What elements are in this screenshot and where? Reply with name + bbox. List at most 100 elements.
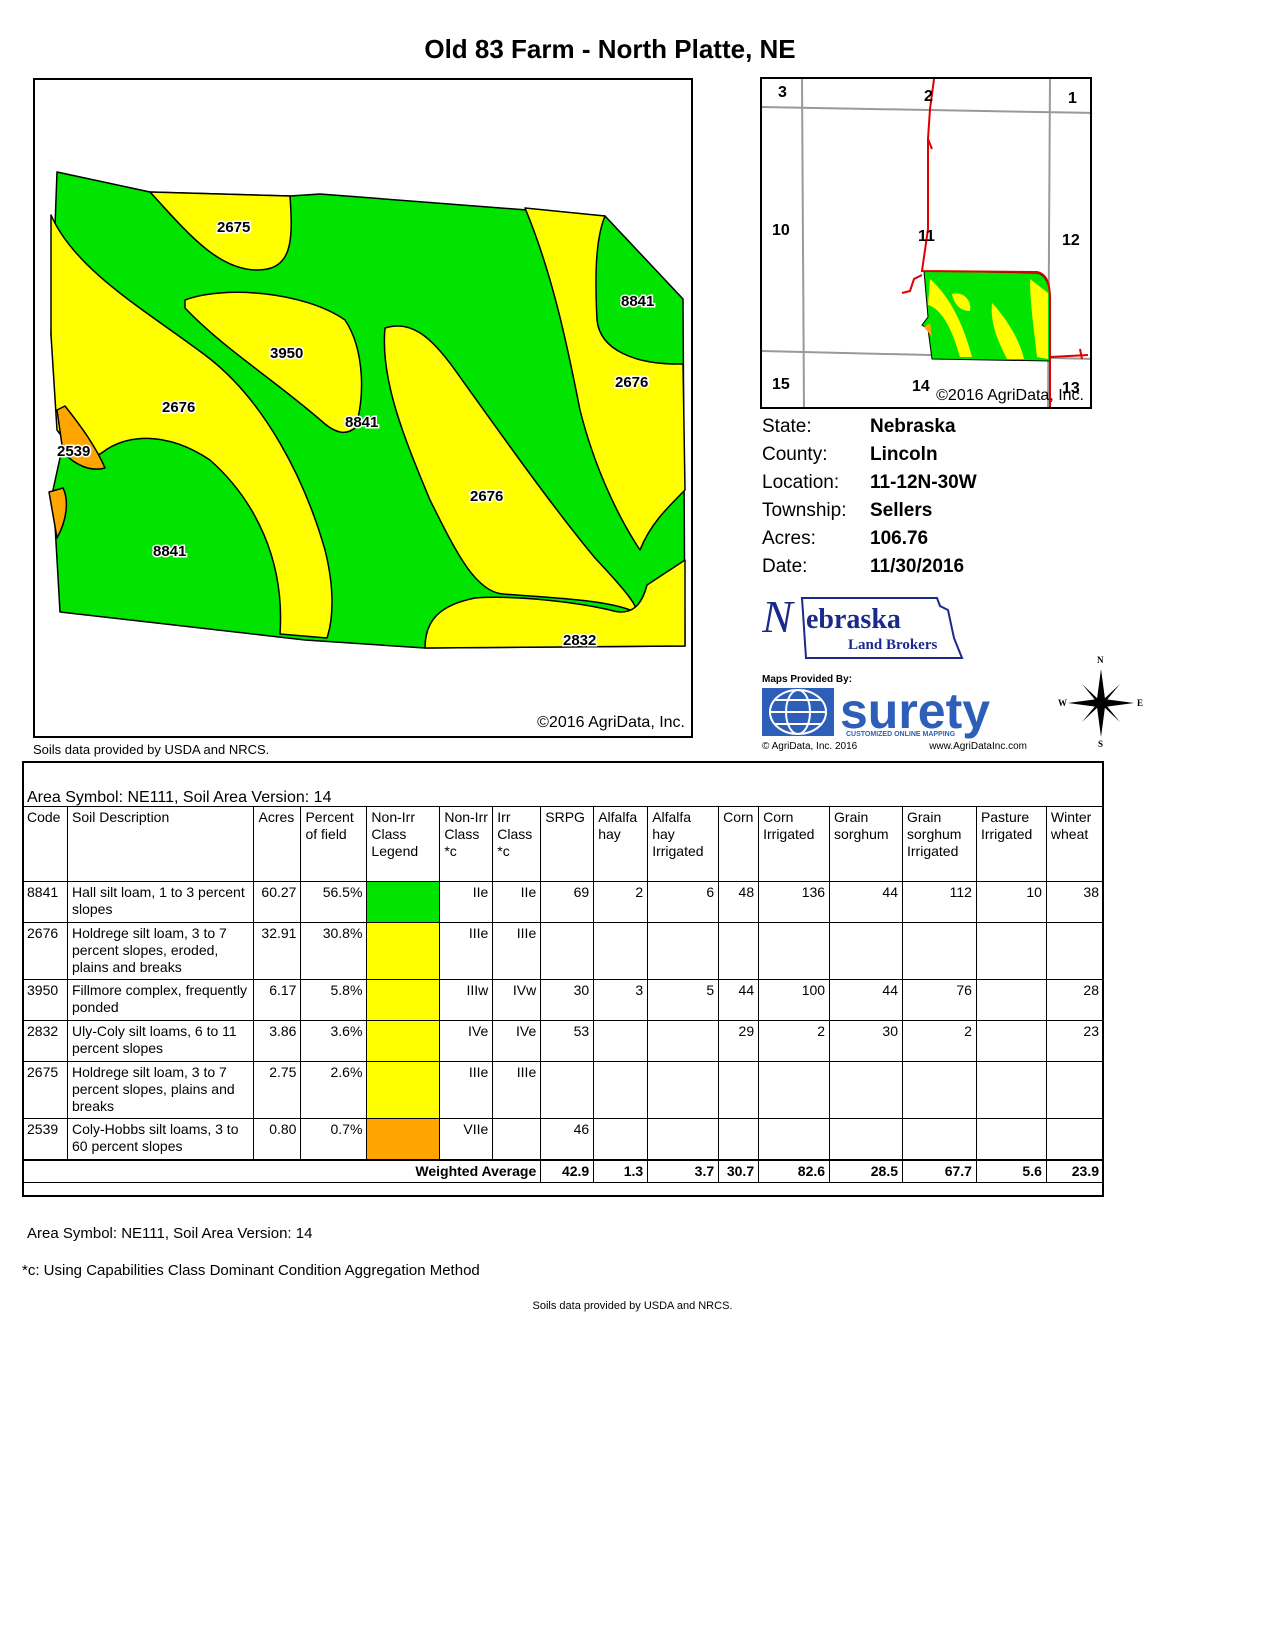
table-header-row: Code Soil Description Acres Percent of f… xyxy=(22,806,1105,882)
cell-description: Holdrege silt loam, 3 to 7 percent slope… xyxy=(66,922,255,980)
cell-grain-sorghum xyxy=(829,1118,903,1161)
soil-zone-2676-left xyxy=(50,214,333,639)
section-number: 2 xyxy=(924,88,933,105)
cell-grain-sorghum-irrigated: 2 xyxy=(902,1020,977,1062)
cell-legend xyxy=(366,1020,441,1062)
soil-zone-2832 xyxy=(424,559,686,649)
footer-aggregation-note: *c: Using Capabilities Class Dominant Co… xyxy=(22,1262,480,1279)
cell-description: Fillmore complex, frequently ponded xyxy=(66,979,255,1021)
cell-winter-wheat xyxy=(1045,922,1105,980)
cell-percent: 0.7% xyxy=(300,1118,368,1161)
section-number: 3 xyxy=(778,84,787,101)
map-label: 2676 xyxy=(470,488,503,505)
cell-code: 2539 xyxy=(22,1118,68,1161)
soil-map-svg: 2675 3950 8841 2676 2676 2539 8841 8841 … xyxy=(48,171,686,651)
cell-grain-sorghum: 44 xyxy=(829,881,903,923)
soil-zone-2539-upper xyxy=(56,405,106,470)
state-label: State: xyxy=(762,416,812,437)
map-label: 2675 xyxy=(217,219,250,236)
cell-percent: 3.6% xyxy=(300,1020,368,1062)
compass-e: E xyxy=(1137,698,1143,708)
map-label: 8841 xyxy=(621,293,654,310)
map-label: 2539 xyxy=(57,443,90,460)
acres-label: Acres: xyxy=(762,528,816,549)
col-header: Percent of field xyxy=(300,806,368,882)
soil-zone-3950 xyxy=(184,291,363,434)
cell-legend xyxy=(366,881,441,923)
nlb-sub: Land Brokers xyxy=(848,637,937,653)
surety-url: www.AgriDataInc.com xyxy=(929,741,1027,752)
cell-acres: 2.75 xyxy=(253,1061,302,1119)
cell-srpg: 69 xyxy=(540,881,595,923)
map-copyright: ©2016 AgriData, Inc. xyxy=(537,714,685,731)
cell-description: Hall silt loam, 1 to 3 percent slopes xyxy=(66,881,255,923)
cell-grain-sorghum xyxy=(829,922,903,980)
section-number: 11 xyxy=(918,228,935,245)
cell-grain-sorghum-irrigated xyxy=(902,1118,977,1161)
date-label: Date: xyxy=(762,556,808,577)
cell-alfalfa xyxy=(593,1020,649,1062)
cell-pasture-irrigated xyxy=(975,922,1047,980)
cell-alfalfa xyxy=(593,1061,649,1119)
compass-n: N xyxy=(1097,655,1104,665)
cell-acres: 3.86 xyxy=(253,1020,302,1062)
cell-alfalfa: 3 xyxy=(593,979,649,1021)
col-header: Irr Class *c xyxy=(492,806,542,882)
cell-corn-irrigated xyxy=(758,922,831,980)
cell-grain-sorghum-irrigated: 112 xyxy=(902,881,977,923)
surety-tagline: CUSTOMIZED ONLINE MAPPING xyxy=(846,731,956,738)
cell-nonirr-class: IVe xyxy=(439,1020,494,1062)
cell-srpg xyxy=(540,1061,595,1119)
table-row: 8841 Hall silt loam, 1 to 3 percent slope… xyxy=(22,881,1105,923)
section-number: 12 xyxy=(1062,232,1080,249)
location-value: 11-12N-30W xyxy=(870,472,977,493)
cell-irr-class: IVw xyxy=(492,979,542,1021)
cell-nonirr-class: IIIe xyxy=(439,922,494,980)
wavg-winter-wheat: 23.9 xyxy=(1045,1159,1105,1183)
cell-corn-irrigated: 2 xyxy=(758,1020,831,1062)
soil-zone-2675 xyxy=(149,191,292,271)
col-header: Soil Description xyxy=(66,806,255,882)
map-labels: 2675 3950 8841 2676 2676 2539 8841 8841 … xyxy=(56,218,656,651)
weighted-average-label: Weighted Average xyxy=(21,1159,542,1183)
cell-pasture-irrigated: 10 xyxy=(975,881,1047,923)
nlb-initial: N xyxy=(762,591,795,642)
wavg-grain-sorghum-irrigated: 67.7 xyxy=(902,1159,977,1183)
cell-legend xyxy=(366,1118,441,1161)
cell-srpg xyxy=(540,922,595,980)
cell-pasture-irrigated xyxy=(975,1061,1047,1119)
table-row: 2539 Coly-Hobbs silt loams, 3 to 60 perce… xyxy=(22,1118,1105,1161)
cell-grain-sorghum-irrigated xyxy=(902,1061,977,1119)
wavg-alfalfa: 1.3 xyxy=(593,1159,649,1183)
soil-map: 2675 3950 8841 2676 2676 2539 8841 8841 … xyxy=(33,78,693,738)
table-row: 2832 Uly-Coly silt loams, 6 to 11 percent… xyxy=(22,1020,1105,1062)
cell-acres: 0.80 xyxy=(253,1118,302,1161)
section-number: 14 xyxy=(912,378,930,395)
cell-alfalfa: 2 xyxy=(593,881,649,923)
col-header: Pasture Irrigated xyxy=(975,806,1047,882)
cell-legend xyxy=(366,922,441,980)
wavg-corn-irrigated: 82.6 xyxy=(758,1159,831,1183)
cell-srpg: 53 xyxy=(540,1020,595,1062)
cell-corn-irrigated: 100 xyxy=(758,979,831,1021)
cell-corn-irrigated xyxy=(758,1118,831,1161)
state-value: Nebraska xyxy=(870,416,956,437)
cell-code: 2676 xyxy=(22,922,68,980)
section-number: 13 xyxy=(1062,380,1080,397)
compass-w: W xyxy=(1058,698,1067,708)
cell-corn: 48 xyxy=(718,881,760,923)
locator-map: 3 2 1 10 11 12 15 14 13 ©2016 AgriData, … xyxy=(760,77,1092,409)
cell-irr-class xyxy=(492,1118,542,1161)
township-value: Sellers xyxy=(870,500,933,521)
locator-copyright: ©2016 AgriData, Inc. xyxy=(936,387,1084,404)
footer-area-symbol: Area Symbol: NE111, Soil Area Version: 1… xyxy=(27,1225,313,1242)
col-header: SRPG xyxy=(540,806,595,882)
col-header: Acres xyxy=(253,806,302,882)
col-header: Non-Irr Class Legend xyxy=(366,806,441,882)
cell-alfalfa-irrigated xyxy=(647,1061,720,1119)
col-header: Alfalfa hay Irrigated xyxy=(647,806,720,882)
wavg-pasture-irrigated: 5.6 xyxy=(975,1159,1047,1183)
cell-code: 3950 xyxy=(22,979,68,1021)
cell-acres: 6.17 xyxy=(253,979,302,1021)
surety-wordmark: surety xyxy=(840,683,990,739)
